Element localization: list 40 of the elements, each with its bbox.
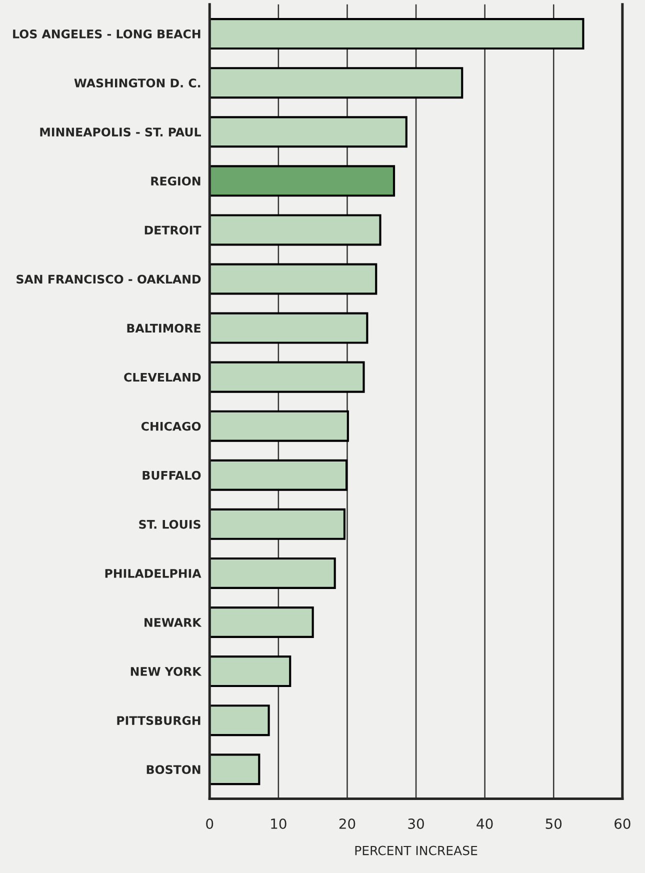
x-axis-title: PERCENT INCREASE [355,846,478,856]
x-tick-label: 50 [546,818,562,829]
bar [210,704,270,736]
y-tick-label: BUFFALO [142,470,201,480]
x-tick-label: 40 [476,818,493,829]
y-tick-label: BALTIMORE [127,324,200,333]
bar [210,361,365,393]
y-tick-label: DETROIT [144,226,202,235]
y-tick-label: CLEVELAND [124,372,201,382]
y-tick-label: NEW YORK [130,667,202,676]
y-tick-label: BOSTON [146,765,200,774]
bar [210,557,336,589]
y-tick-label: SAN FRANCISCO - OAKLAND [16,274,201,284]
y-tick-label: CHICAGO [141,422,201,431]
y-tick-label: WASHINGTON D. C. [74,78,200,88]
bar [210,116,408,148]
y-tick-label: NEWARK [144,618,202,627]
bar [210,508,346,540]
bar [210,263,378,295]
x-tick-label: 30 [408,818,424,829]
y-tick-label: PITTSBURGH [117,716,200,725]
bar [210,459,348,491]
y-tick-label: MINNEAPOLIS - ST. PAUL [40,128,201,137]
bar [210,67,464,99]
y-tick-label: ST. LOUIS [139,520,200,529]
bar [210,214,382,246]
x-tick-label: 20 [339,818,356,829]
bar [210,312,368,344]
y-tick-label: PHILADELPHIA [105,569,202,578]
bar [210,754,260,786]
x-tick-label: 0 [206,818,214,829]
bar [210,656,292,688]
y-tick-label: LOS ANGELES - LONG BEACH [13,30,200,38]
bar [210,410,349,442]
bar [210,606,314,638]
y-tick-label: REGION [151,176,200,186]
x-tick-label: 60 [614,818,630,829]
bar [210,165,396,197]
x-tick-label: 10 [271,818,286,829]
bar [210,18,584,50]
